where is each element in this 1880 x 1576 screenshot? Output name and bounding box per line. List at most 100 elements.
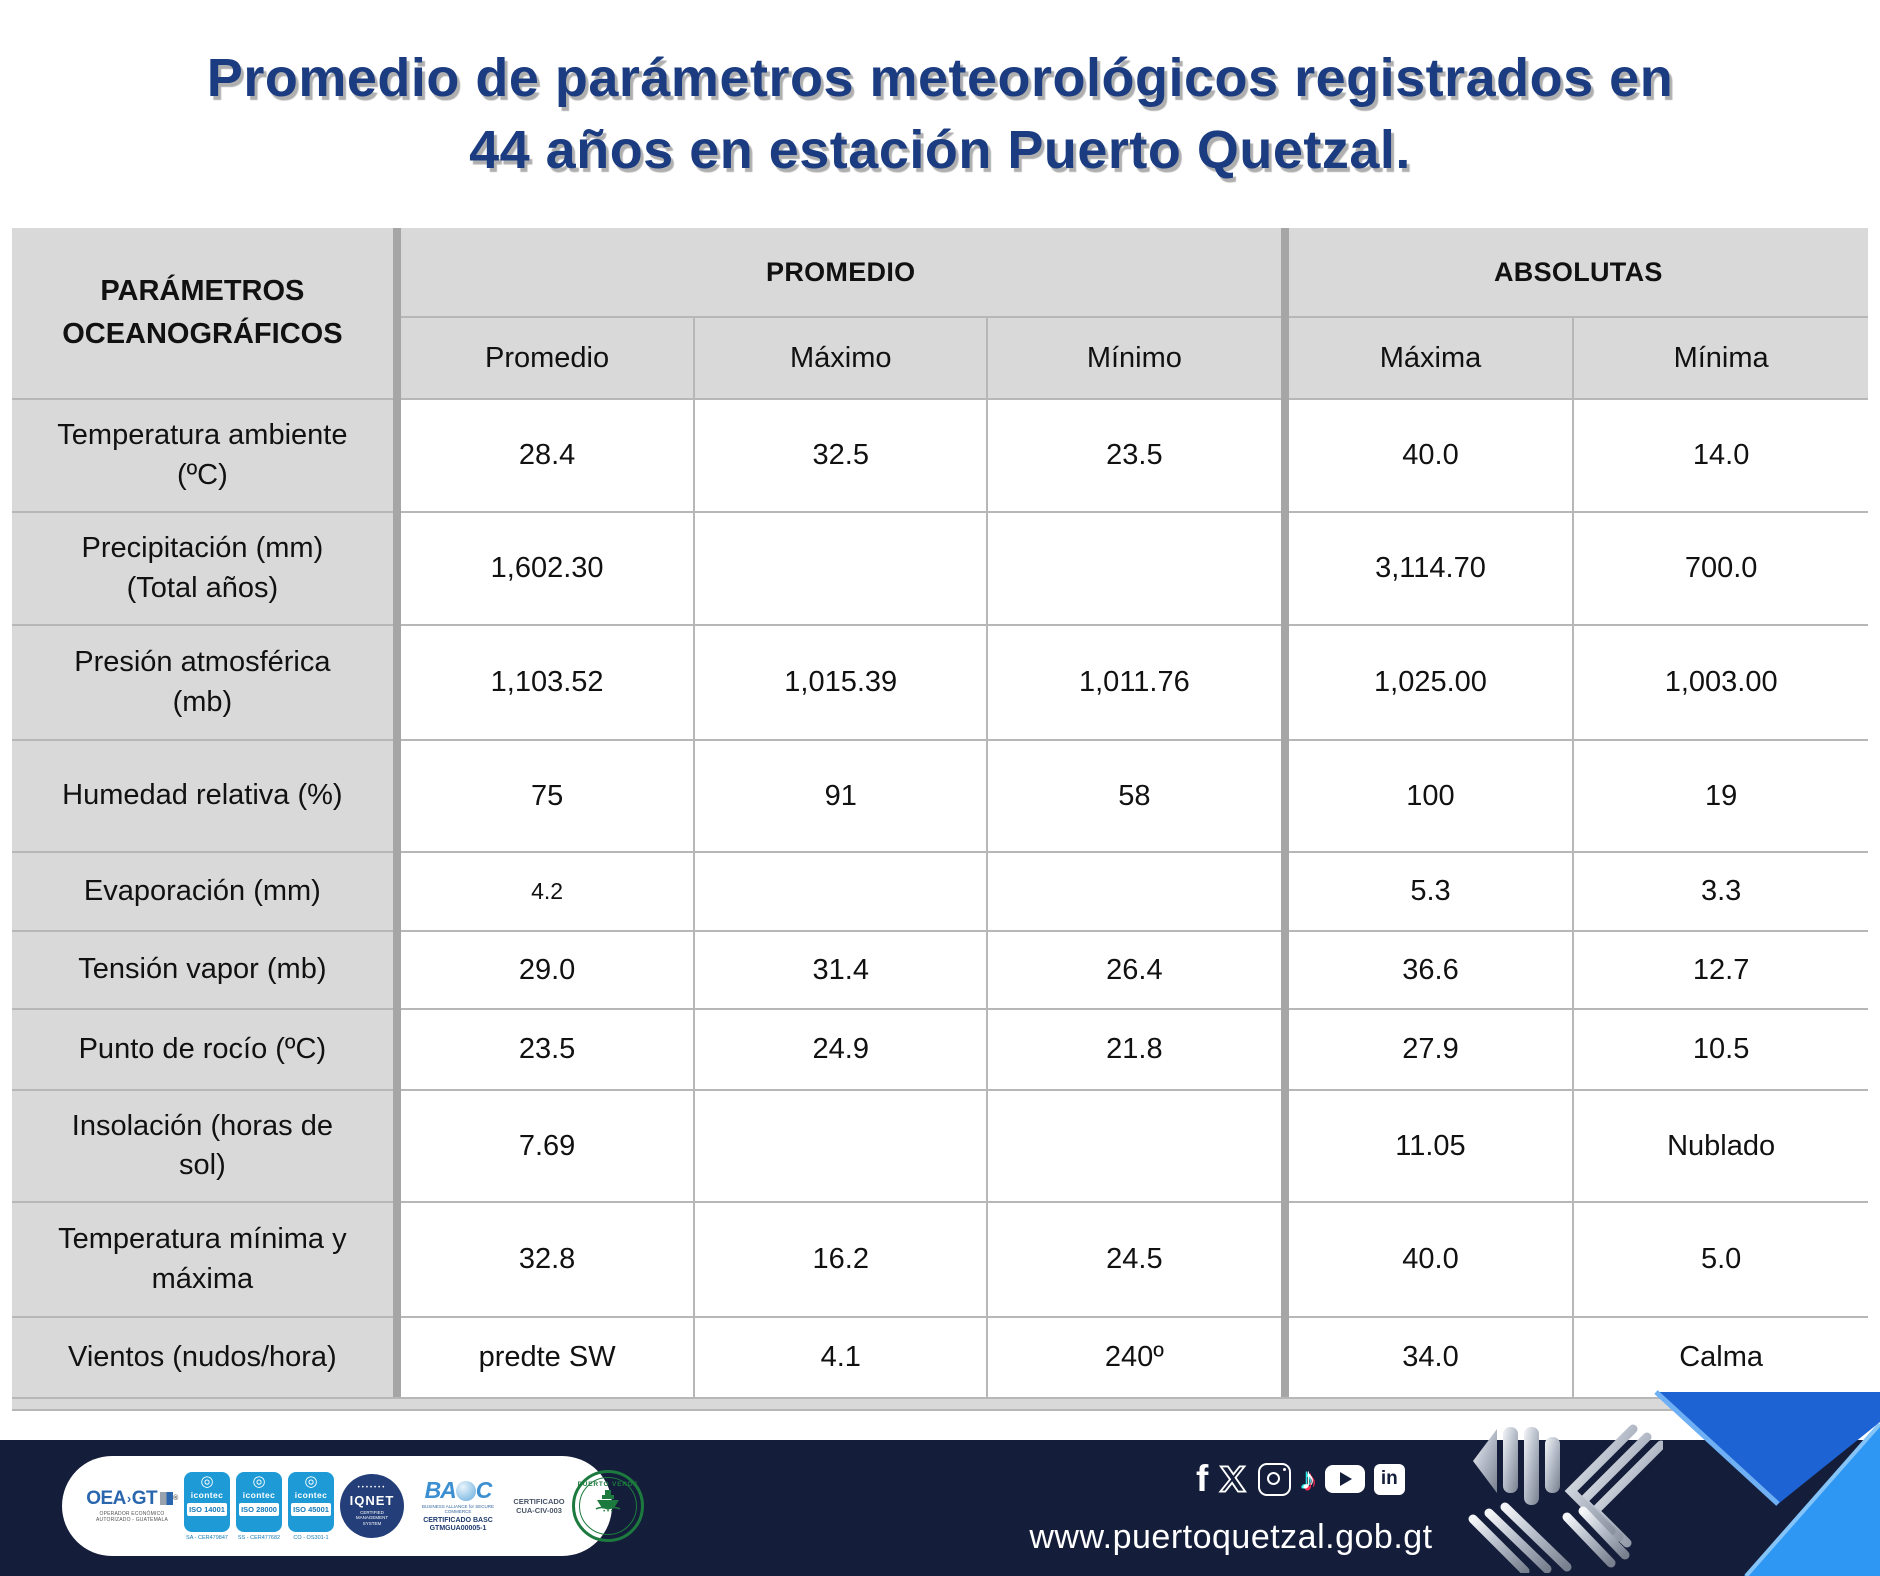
instagram-icon[interactable] (1258, 1462, 1292, 1496)
table-cell: 3,114.70 (1280, 511, 1575, 626)
row-label: Punto de rocío (ºC) (11, 1008, 398, 1091)
website-url[interactable]: www.puertoquetzal.gob.gt (1029, 1518, 1433, 1556)
table-cell: 91 (693, 739, 989, 853)
table-cell: 34.0 (1280, 1316, 1575, 1398)
table-cell: 32.5 (693, 398, 989, 513)
table-cell: 1,025.00 (1280, 624, 1575, 741)
table-cell: 7.69 (392, 1089, 696, 1203)
table-cell: 10.5 (1572, 1008, 1869, 1091)
table-cell: 4.2 (392, 851, 696, 932)
row-label: Tensión vapor (mb) (11, 930, 398, 1010)
column-header-promedio: Promedio (392, 316, 696, 400)
table-cell: 27.9 (1280, 1008, 1575, 1091)
column-header-máximo: Máximo (693, 316, 989, 400)
row-label: Humedad relativa (%) (11, 739, 398, 853)
icontec-spiral-icon: ◎ (304, 1472, 318, 1490)
column-header-mínimo: Mínimo (986, 316, 1286, 400)
table-cell (693, 511, 989, 626)
table-cell: 28.4 (392, 398, 696, 513)
facebook-icon[interactable]: f (1196, 1458, 1209, 1499)
tiktok-icon[interactable]: ♪ (1300, 1461, 1316, 1496)
row-label: Insolación (horas de sol) (11, 1089, 398, 1203)
puerto-verde-seal: PUERTO VERDE • • • (572, 1470, 644, 1542)
oea-pixel-mark-icon (160, 1492, 174, 1505)
x-twitter-icon[interactable] (1217, 1463, 1249, 1495)
table-cell (986, 851, 1286, 932)
iqnet-dotted-arc-icon: ••••••• (357, 1484, 387, 1491)
social-icons-row: f ♪ in (1196, 1460, 1405, 1498)
table-row: Vientos (nudos/hora) predte SW 4.1 240º 34.0… (11, 1316, 1869, 1398)
oea-gt-logo: OEA › GT ® OPERADOR ECONÓMICO AUTORIZADO - … (86, 1488, 178, 1523)
table-cell: 32.8 (392, 1201, 696, 1318)
row-label: Precipitación (mm) (Total años) (11, 511, 398, 626)
icontec-spiral-icon: ◎ (252, 1472, 266, 1490)
certifications-pill: OEA › GT ® OPERADOR ECONÓMICO AUTORIZADO - … (62, 1456, 644, 1556)
oea-gt-text: GT (131, 1488, 158, 1509)
table-cell: 1,103.52 (392, 624, 696, 741)
table-cell: 21.8 (986, 1008, 1286, 1091)
row-label: Temperatura mínima y máxima (11, 1201, 398, 1318)
youtube-icon[interactable] (1324, 1465, 1365, 1493)
table-cell: 26.4 (986, 930, 1286, 1010)
basc-logo: BA C BUSINESS ALLIANCE for SECURE COMMERC… (421, 1477, 495, 1533)
table-cell: 75 (392, 739, 696, 853)
column-header-máxima: Máxima (1280, 316, 1575, 400)
table-row: Temperatura mínima y máxima 32.8 16.2 24.5 4… (11, 1201, 1869, 1318)
column-header-mínima: Mínima (1572, 316, 1869, 400)
table-cell: predte SW (392, 1316, 696, 1398)
icontec-iso28000-badge: ◎ icontec ISO 28000 SS - CER477682 (236, 1471, 282, 1541)
table-cell (986, 511, 1286, 626)
table-cell: 100 (1280, 739, 1575, 853)
table-cell: 1,003.00 (1572, 624, 1869, 741)
page-title: Promedio de parámetros meteorológicos re… (0, 0, 1880, 186)
table-cell: 1,602.30 (392, 511, 696, 626)
certificado-cua-civ: CERTIFICADO CUA-CIV-003 (513, 1497, 565, 1515)
icontec-spiral-icon: ◎ (200, 1472, 214, 1490)
row-label: Evaporación (mm) (11, 851, 398, 932)
table-cell (693, 851, 989, 932)
table-row: Evaporación (mm) 4.2 5.3 3.3 (11, 851, 1869, 932)
table-cell: Calma (1572, 1316, 1869, 1398)
group-header-promedio: PROMEDIO (392, 227, 1286, 318)
row-label: Temperatura ambiente (ºC) (11, 398, 398, 513)
table-cell: 23.5 (392, 1008, 696, 1091)
table-cell: 1,015.39 (693, 624, 989, 741)
oea-arrow-icon: › (126, 1491, 131, 1506)
table-cell: 240º (986, 1316, 1286, 1398)
title-line-1: Promedio de parámetros meteorológicos re… (206, 48, 1674, 108)
table-row: Tensión vapor (mb) 29.0 31.4 26.4 36.6 12.7 (11, 930, 1869, 1010)
table-cell: 31.4 (693, 930, 989, 1010)
oea-text: OEA (86, 1488, 126, 1509)
table-cell: 16.2 (693, 1201, 989, 1318)
icontec-iso45001-badge: ◎ icontec ISO 45001 CO - OS301-1 (288, 1471, 334, 1541)
row-label: Vientos (nudos/hora) (11, 1316, 398, 1398)
table-cell: 23.5 (986, 398, 1286, 513)
table-cell: 3.3 (1572, 851, 1869, 932)
linkedin-icon[interactable]: in (1373, 1463, 1405, 1495)
table-cell (986, 1089, 1286, 1203)
table-cell: 700.0 (1572, 511, 1869, 626)
table-row: Temperatura ambiente (ºC) 28.4 32.5 23.5 40.… (11, 398, 1869, 513)
table-cell: 5.3 (1280, 851, 1575, 932)
table-cell: 36.6 (1280, 930, 1575, 1010)
table-cell: 12.7 (1572, 930, 1869, 1010)
title-line-2: 44 años en estación Puerto Quetzal. (469, 120, 1411, 180)
icontec-iso14001-badge: ◎ icontec ISO 14001 SA - CER479847 (184, 1471, 230, 1541)
table-cell: 24.5 (986, 1201, 1286, 1318)
corner-accent-triangles (1654, 1390, 1880, 1576)
table-bottom-strip (12, 1397, 1868, 1411)
oea-subtitle: OPERADOR ECONÓMICO AUTORIZADO - GUATEMAL… (95, 1511, 168, 1523)
table-cell: Nublado (1572, 1089, 1869, 1203)
table-cell: 24.9 (693, 1008, 989, 1091)
iqnet-seal: ••••••• IQNET CERTIFIED MANAGEMENT SYSTE… (340, 1474, 404, 1538)
table-cell: 40.0 (1280, 1201, 1575, 1318)
ship-icon (595, 1490, 621, 1510)
table-row: Humedad relativa (%) 75 91 58 100 19 (11, 739, 1869, 853)
puerto-quetzal-emblem (1468, 1424, 1663, 1573)
table-cell (693, 1089, 989, 1203)
table-cell: 4.1 (693, 1316, 989, 1398)
weather-parameters-table: PARÁMETROS OCEANOGRÁFICOS PROMEDIO ABSOL… (11, 227, 1870, 1411)
row-label: Presión atmosférica (mb) (11, 624, 398, 741)
table-cell: 58 (986, 739, 1286, 853)
